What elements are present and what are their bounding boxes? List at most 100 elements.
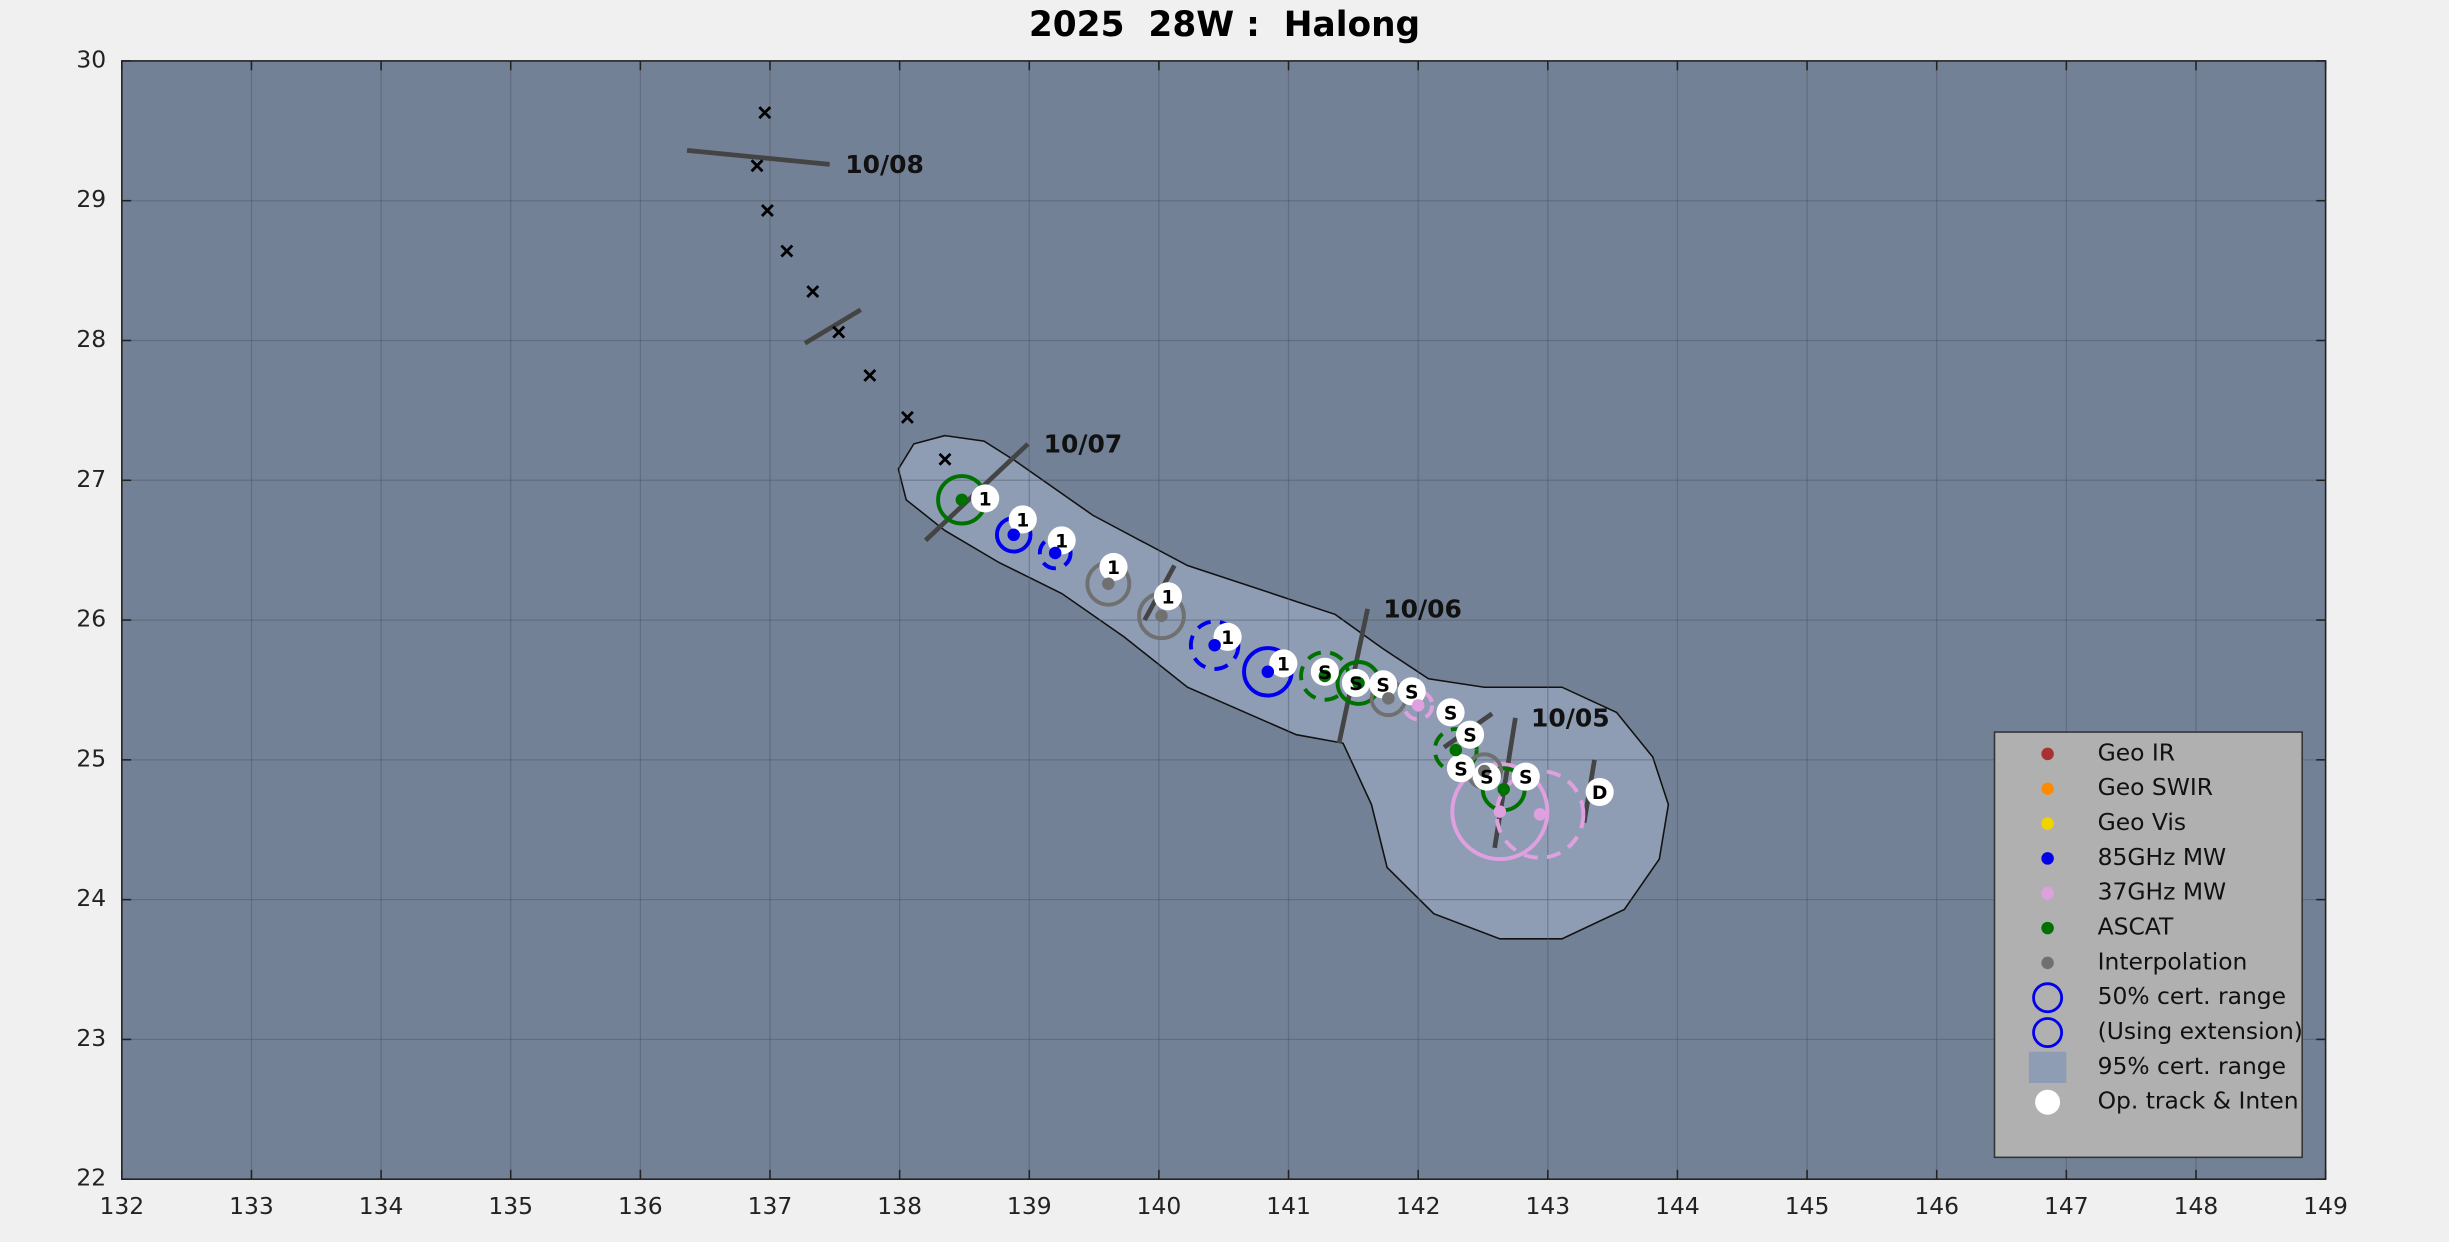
legend-label: Geo SWIR bbox=[2098, 773, 2213, 801]
op-track-point bbox=[1099, 552, 1128, 582]
op-track-point bbox=[1369, 670, 1398, 699]
day-label: 10/05 bbox=[1531, 703, 1610, 732]
fix-point bbox=[1048, 546, 1062, 560]
op-track-point bbox=[1585, 777, 1614, 807]
intensity-label: S bbox=[1444, 703, 1458, 724]
fix-point bbox=[1208, 638, 1221, 652]
forecast-point bbox=[863, 368, 877, 382]
fix-point bbox=[1411, 699, 1425, 712]
intensity-label: S bbox=[1318, 663, 1332, 684]
x-tick-label: 147 bbox=[2044, 1192, 2089, 1220]
op-track-point bbox=[1008, 505, 1037, 534]
intensity-label: 1 bbox=[1221, 628, 1234, 649]
fix-point bbox=[1449, 743, 1463, 757]
intensity-label: S bbox=[1454, 759, 1468, 780]
legend-marker bbox=[2028, 1051, 2067, 1083]
forecast-point bbox=[938, 452, 952, 466]
y-tick-label: 29 bbox=[76, 185, 106, 213]
op-track-point bbox=[1397, 677, 1426, 706]
day-label: 10/08 bbox=[845, 150, 924, 179]
legend-label: 37GHz MW bbox=[2098, 878, 2227, 906]
op-track-point bbox=[1446, 754, 1476, 783]
fix-point bbox=[1155, 609, 1168, 623]
fix-point bbox=[1318, 669, 1332, 683]
intensity-label: 1 bbox=[1277, 654, 1290, 675]
forecast-point bbox=[758, 106, 772, 120]
x-tick-label: 148 bbox=[2174, 1192, 2219, 1220]
x-tick-label: 143 bbox=[1525, 1192, 1570, 1220]
fix-point bbox=[1533, 808, 1547, 821]
op-track-point bbox=[1511, 762, 1540, 791]
legend-marker bbox=[2041, 817, 2054, 830]
legend-marker bbox=[2032, 982, 2064, 1014]
op-track-point bbox=[1269, 649, 1298, 678]
intensity-label: 1 bbox=[1107, 558, 1120, 579]
x-tick-label: 133 bbox=[229, 1192, 274, 1220]
forecast-point bbox=[806, 285, 820, 299]
y-tick-label: 27 bbox=[76, 465, 106, 493]
x-tick-label: 138 bbox=[877, 1192, 922, 1220]
y-tick-label: 25 bbox=[76, 744, 106, 772]
x-tick-label: 140 bbox=[1137, 1192, 1182, 1220]
intensity-label: 1 bbox=[1161, 587, 1174, 608]
x-tick-label: 134 bbox=[359, 1192, 404, 1220]
legend-marker bbox=[2032, 1017, 2064, 1049]
legend-marker bbox=[2035, 1089, 2061, 1115]
x-tick-label: 132 bbox=[99, 1192, 144, 1220]
forecast-point bbox=[760, 204, 774, 217]
intensity-label: S bbox=[1405, 682, 1419, 703]
fix-point bbox=[1478, 764, 1491, 778]
forecast-point bbox=[900, 410, 914, 424]
legend-label: (Using extension) bbox=[2098, 1017, 2303, 1045]
intensity-label: S bbox=[1480, 768, 1494, 789]
fix-point bbox=[1007, 528, 1020, 542]
legend-label: Interpolation bbox=[2098, 947, 2248, 975]
legend-marker bbox=[2041, 956, 2054, 970]
x-tick-label: 137 bbox=[748, 1192, 793, 1220]
x-tick-label: 141 bbox=[1266, 1192, 1311, 1220]
x-tick-label: 135 bbox=[488, 1192, 533, 1220]
x-tick-label: 146 bbox=[1914, 1192, 1959, 1220]
intensity-label: S bbox=[1349, 674, 1363, 695]
day-mark bbox=[803, 307, 862, 346]
x-tick-label: 136 bbox=[618, 1192, 663, 1220]
x-tick-label: 149 bbox=[2303, 1192, 2348, 1220]
intensity-label: 1 bbox=[979, 490, 992, 511]
legend-label: 95% cert. range bbox=[2098, 1052, 2286, 1080]
legend-marker bbox=[2041, 747, 2054, 761]
y-tick-label: 30 bbox=[76, 45, 106, 73]
legend-label: 85GHz MW bbox=[2098, 843, 2227, 871]
fix-point bbox=[1382, 692, 1395, 705]
y-tick-label: 22 bbox=[76, 1164, 106, 1192]
intensity-label: 1 bbox=[1016, 510, 1029, 531]
y-tick-label: 26 bbox=[76, 605, 106, 633]
x-tick-label: 144 bbox=[1655, 1192, 1700, 1220]
chart-title: 2025 28W : Halong bbox=[1029, 5, 1420, 45]
forecast-point bbox=[750, 159, 764, 173]
y-tick-label: 24 bbox=[76, 884, 106, 912]
fix-point bbox=[1102, 577, 1115, 590]
plot-frame bbox=[121, 60, 2327, 1180]
intensity-label: S bbox=[1463, 726, 1477, 747]
intensity-label: D bbox=[1592, 783, 1608, 804]
legend: Geo IR Geo SWIR Geo Vis 85GHz MW 37GHz MW ASC… bbox=[1993, 731, 2303, 1159]
intensity-label: S bbox=[1376, 675, 1390, 696]
fix-point bbox=[1352, 676, 1365, 690]
legend-label: ASCAT bbox=[2098, 913, 2174, 941]
y-tick-label: 28 bbox=[76, 325, 106, 353]
legend-label: 50% cert. range bbox=[2098, 982, 2286, 1010]
legend-marker bbox=[2041, 886, 2054, 900]
fix-point bbox=[955, 493, 969, 507]
day-mark bbox=[686, 148, 830, 167]
legend-marker bbox=[2041, 782, 2054, 795]
legend-marker bbox=[2041, 921, 2054, 935]
intensity-label: 1 bbox=[1055, 531, 1068, 552]
fix-point bbox=[1493, 805, 1507, 818]
legend-label: Geo Vis bbox=[2098, 808, 2186, 836]
day-label: 10/07 bbox=[1044, 429, 1123, 458]
y-tick-label: 23 bbox=[76, 1024, 106, 1052]
intensity-label: S bbox=[1519, 768, 1533, 789]
fix-point bbox=[1497, 782, 1510, 796]
